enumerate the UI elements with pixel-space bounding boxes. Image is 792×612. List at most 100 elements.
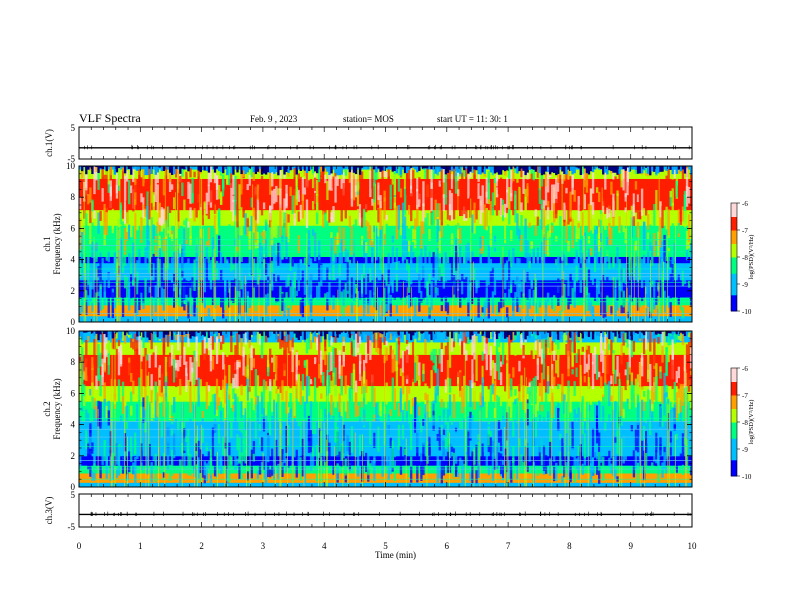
spectrogram-cell bbox=[367, 273, 370, 303]
spectrogram-cell bbox=[103, 229, 106, 246]
spectrogram-cell bbox=[440, 424, 444, 435]
spectrogram-cell bbox=[289, 408, 292, 430]
spectrogram-cell bbox=[483, 281, 486, 296]
spectrogram-cell bbox=[407, 423, 411, 442]
spectrogram-cell bbox=[234, 453, 237, 471]
spectrogram-top bbox=[293, 166, 296, 169]
spectrogram-cell bbox=[199, 228, 202, 238]
spectrogram-cell bbox=[463, 331, 466, 343]
spectrogram-cell bbox=[297, 456, 300, 466]
spectrogram-cell bbox=[303, 187, 307, 195]
spectrogram-cell bbox=[303, 299, 307, 307]
spectrogram-cell bbox=[499, 429, 503, 452]
spectrogram-top bbox=[348, 331, 352, 338]
spectrogram-cell bbox=[514, 419, 517, 425]
spectrogram-top bbox=[373, 166, 376, 170]
spectrogram-top bbox=[136, 331, 139, 337]
spectrogram-cell bbox=[630, 238, 634, 251]
spectrogram-top bbox=[501, 166, 505, 171]
spectrogram-cell bbox=[91, 199, 94, 212]
spectrogram-cell bbox=[675, 371, 678, 383]
spectrogram-top bbox=[493, 166, 497, 174]
spectrogram-cell bbox=[230, 172, 233, 188]
spectrogram-cell bbox=[589, 463, 593, 482]
spectrogram-cell bbox=[305, 375, 309, 404]
spectrogram-cell bbox=[97, 289, 100, 297]
spectrogram-cell bbox=[395, 361, 399, 390]
spectrogram-cell bbox=[219, 331, 223, 346]
spectrogram-cell bbox=[510, 267, 513, 293]
spectrogram-top bbox=[266, 166, 270, 173]
spectrogram-top bbox=[618, 331, 621, 339]
spectrogram-cell bbox=[679, 331, 683, 342]
spectrogram-top bbox=[113, 166, 117, 175]
spectrogram-cell bbox=[661, 345, 664, 363]
spectrogram-cell bbox=[252, 183, 256, 204]
spectrogram-cell bbox=[273, 256, 276, 269]
spectrogram-cell bbox=[665, 347, 668, 376]
spectrogram-cell bbox=[356, 331, 360, 348]
spectrogram-cell bbox=[551, 340, 554, 351]
spectrogram-cell bbox=[113, 300, 117, 309]
spectrogram-cell bbox=[663, 253, 666, 274]
spectrogram-cell bbox=[266, 450, 270, 477]
spectrogram-cell bbox=[289, 286, 292, 310]
date-label: Feb. 9 , 2023 bbox=[250, 114, 298, 124]
spectrogram-cell bbox=[356, 459, 360, 477]
spectrogram-cell bbox=[473, 202, 476, 224]
spectrogram-cell bbox=[589, 300, 593, 315]
spectrogram-cell bbox=[632, 450, 636, 478]
spectrogram-cell bbox=[389, 197, 392, 210]
spectrogram-cell bbox=[555, 259, 558, 265]
spectrogram-cell bbox=[675, 457, 678, 473]
spectrogram-cell bbox=[651, 252, 654, 267]
spectrogram-cell bbox=[285, 458, 288, 473]
spectrogram-cell bbox=[587, 345, 591, 357]
spectrogram-cell bbox=[332, 253, 335, 262]
spectrogram-cell bbox=[418, 255, 421, 275]
spectrogram-cell bbox=[463, 333, 466, 355]
spectrogram-cell bbox=[673, 242, 676, 262]
spectrogram-cell bbox=[544, 173, 548, 187]
spectrogram-top bbox=[305, 166, 309, 173]
spectrogram-cell bbox=[136, 419, 139, 443]
spectrogram-cell bbox=[162, 223, 166, 229]
spectrogram-cell bbox=[242, 166, 245, 178]
spectrogram-cell bbox=[544, 455, 548, 474]
colorbar-segment bbox=[731, 462, 737, 466]
spectrogram-cell bbox=[438, 203, 441, 220]
spectrogram-cell bbox=[252, 441, 256, 460]
spectrogram-top bbox=[291, 331, 294, 338]
spectrogram-cell bbox=[238, 463, 241, 480]
spectrogram-cell bbox=[544, 423, 548, 448]
spectrogram-cell bbox=[285, 213, 288, 237]
spectrogram-cell bbox=[520, 215, 523, 229]
spectrogram-cell bbox=[179, 169, 182, 182]
spectrogram-cell bbox=[395, 205, 399, 232]
spectrogram-cell bbox=[495, 196, 499, 216]
spectrogram-top bbox=[532, 166, 535, 170]
spectrogram-cell bbox=[193, 259, 196, 287]
spectrogram-cell bbox=[307, 166, 311, 181]
spectrogram-cell bbox=[367, 442, 370, 470]
spectrogram-top bbox=[85, 166, 88, 175]
spectrogram-cell bbox=[530, 166, 533, 175]
spectrogram-top bbox=[520, 331, 523, 333]
spectrogram-cell bbox=[303, 166, 307, 177]
spectrogram-top bbox=[469, 166, 472, 172]
spectrogram-cell bbox=[579, 267, 582, 293]
spectrogram-cell bbox=[548, 441, 552, 459]
spectrogram-cell bbox=[407, 400, 411, 429]
spectrogram-cell bbox=[350, 302, 354, 314]
spectrogram-cell bbox=[630, 211, 634, 238]
spectrogram-top bbox=[205, 166, 209, 172]
spectrogram-cell bbox=[524, 218, 527, 231]
spectrogram-cell bbox=[436, 248, 439, 276]
spectrogram-cell bbox=[150, 296, 153, 316]
spectrogram-cell bbox=[316, 444, 319, 472]
spectrogram-cell bbox=[103, 382, 106, 404]
spectrogram-cell bbox=[465, 429, 468, 453]
spectrogram-cell bbox=[172, 359, 176, 383]
spectrogram-cell bbox=[504, 203, 507, 218]
spectrogram-cell bbox=[117, 346, 121, 376]
